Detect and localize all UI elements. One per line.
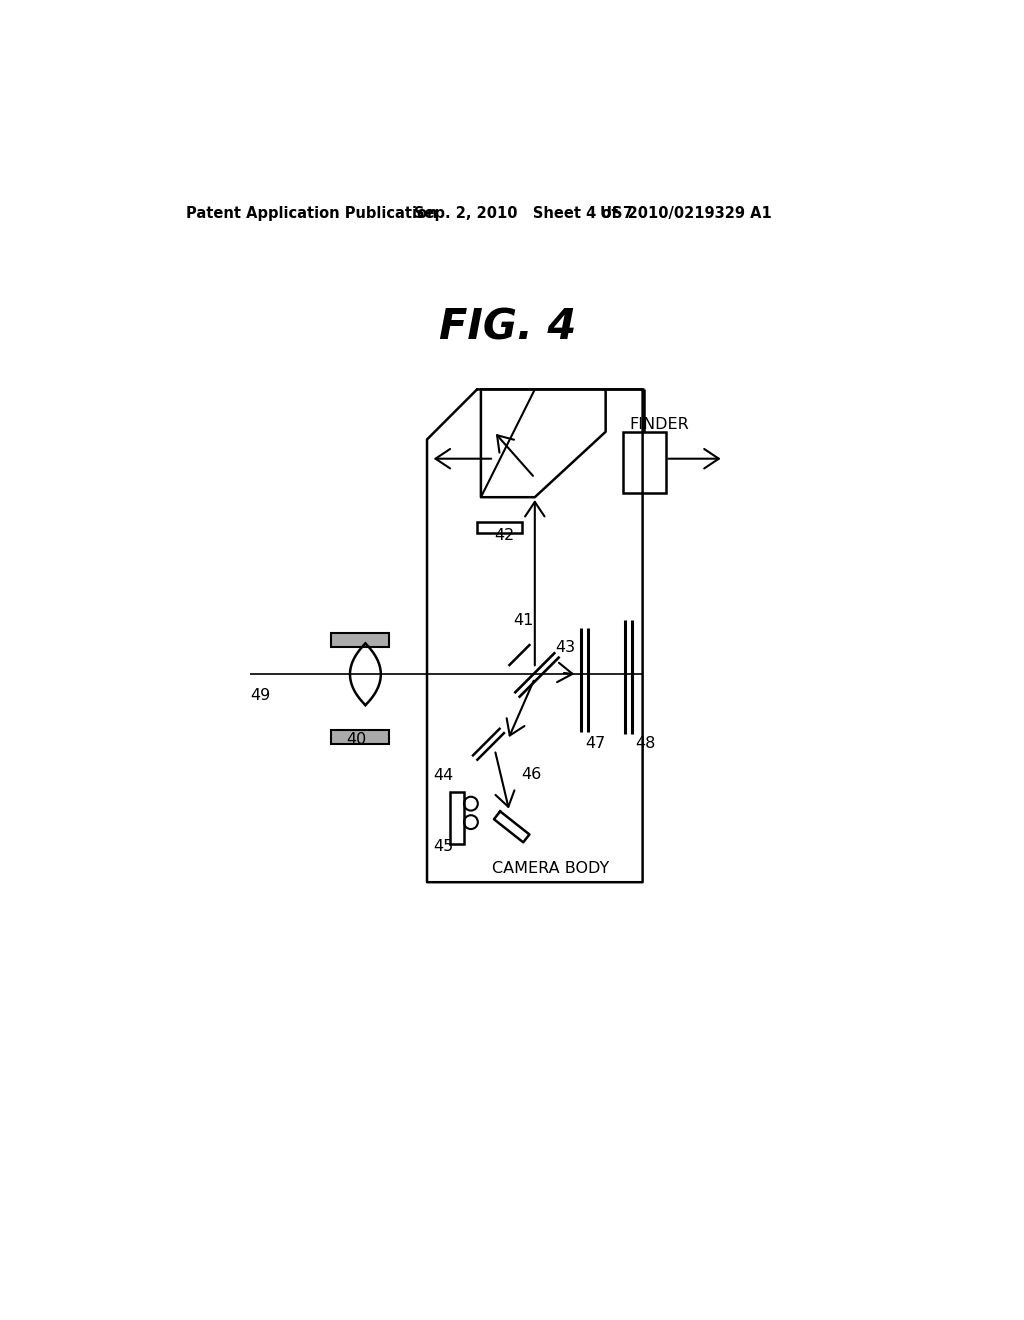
Text: CAMERA BODY: CAMERA BODY [493, 861, 609, 876]
Text: 45: 45 [433, 838, 454, 854]
Text: FINDER: FINDER [630, 417, 689, 432]
Text: 46: 46 [521, 767, 542, 781]
Text: 41: 41 [513, 612, 534, 628]
Text: Sep. 2, 2010   Sheet 4 of 7: Sep. 2, 2010 Sheet 4 of 7 [414, 206, 633, 222]
Text: US 2010/0219329 A1: US 2010/0219329 A1 [600, 206, 772, 222]
Bar [451, 792, 464, 845]
Bar [331, 730, 388, 743]
Text: 48: 48 [635, 737, 655, 751]
Bar [477, 521, 521, 533]
Text: 42: 42 [494, 528, 514, 544]
Text: 43: 43 [556, 640, 575, 655]
Bar [624, 432, 666, 494]
Text: 47: 47 [585, 737, 605, 751]
Text: Patent Application Publication: Patent Application Publication [186, 206, 437, 222]
Text: 49: 49 [250, 688, 270, 704]
Text: 44: 44 [433, 768, 454, 784]
Text: 40: 40 [346, 733, 367, 747]
Text: FIG. 4: FIG. 4 [438, 306, 575, 348]
Bar [331, 634, 388, 647]
